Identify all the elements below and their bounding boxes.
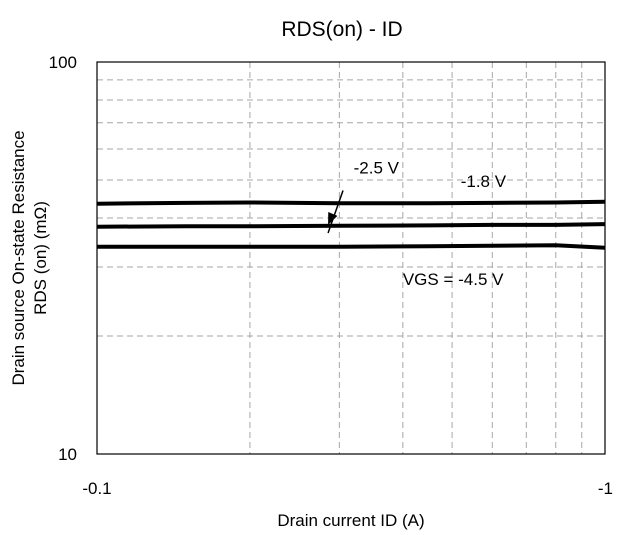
x-axis-label: Drain current ID (A) xyxy=(277,511,424,530)
series-line-1 xyxy=(96,199,606,206)
arrow-shaft xyxy=(327,190,344,234)
plot-area xyxy=(96,61,606,455)
x-tick-label: -0.1 xyxy=(82,479,111,498)
y-axis-label-group: Drain source On-state Resistance RDS (on… xyxy=(9,130,50,385)
series-line-2 xyxy=(96,222,606,229)
series-group xyxy=(96,199,606,250)
y-tick-label: 100 xyxy=(49,53,77,72)
annotations-group: -2.5 V -1.8 V VGS = -4.5 V xyxy=(327,158,507,289)
y-axis-label-line2: RDS (on) (mΩ) xyxy=(31,201,50,315)
annotation-label-3: VGS = -4.5 V xyxy=(403,270,504,289)
annotation-label-2: -1.8 V xyxy=(461,172,507,191)
ticks-group: -0.1 -1 10 100 xyxy=(49,53,613,498)
annotation-label-1: -2.5 V xyxy=(354,158,400,177)
y-tick-label: 10 xyxy=(58,445,77,464)
chart-title: RDS(on) - ID xyxy=(281,18,402,41)
x-tick-label: -1 xyxy=(598,479,613,498)
arrow-head xyxy=(328,211,338,225)
series-line-3 xyxy=(97,243,606,250)
y-axis-label-line1: Drain source On-state Resistance xyxy=(9,130,28,385)
grid xyxy=(97,62,605,454)
